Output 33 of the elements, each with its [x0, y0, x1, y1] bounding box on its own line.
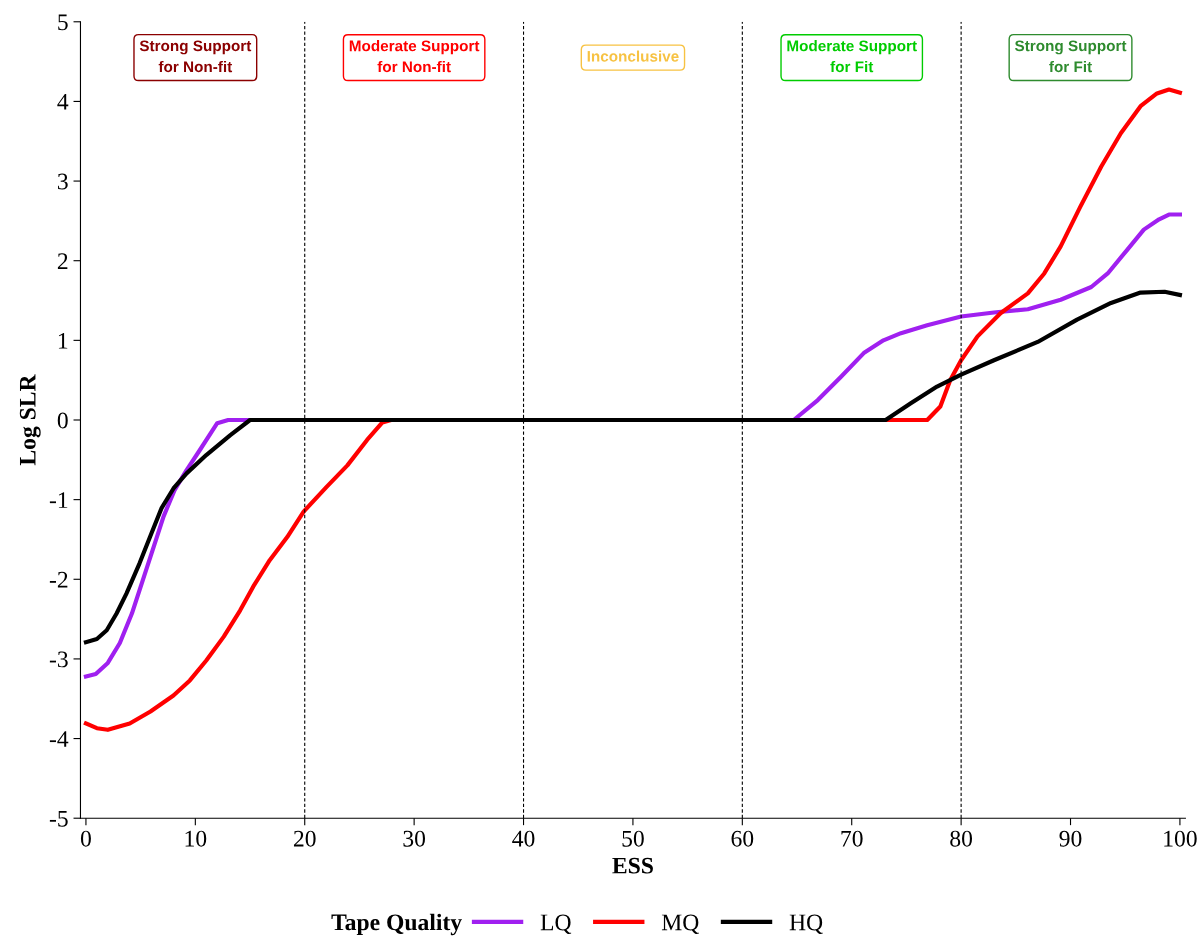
- x-axis-title: ESS: [612, 857, 653, 874]
- x-tick-label: 30: [403, 830, 426, 847]
- x-tick-label: 50: [622, 830, 644, 847]
- y-tick-label: 4: [57, 94, 69, 110]
- x-tick-label: 60: [731, 830, 754, 847]
- y-tick-label: 3: [57, 173, 68, 190]
- annotation: Strong Support for Non-fit: [139, 40, 252, 73]
- y-tick-label: 2: [57, 253, 68, 269]
- y-axis-title: Log SLR: [19, 374, 41, 466]
- legend-label: MQ: [661, 914, 699, 934]
- annotation: Moderate Support for Non-fit: [349, 40, 480, 73]
- y-tick-label: -5: [49, 810, 68, 827]
- x-tick-label: 40: [512, 830, 535, 847]
- annotation: Moderate Support for Fit: [787, 40, 917, 73]
- y-tick-label: 0: [57, 412, 68, 429]
- x-tick-label: 20: [293, 830, 316, 847]
- y-tick-label: -2: [49, 571, 68, 588]
- y-tick-label: -4: [49, 731, 69, 747]
- x-tick-label: 10: [185, 830, 207, 847]
- y-tick-label: -3: [49, 651, 68, 668]
- x-tick-label: 100: [1164, 830, 1197, 847]
- annotation: Strong Support for Fit: [1014, 40, 1127, 73]
- legend-label: LQ: [540, 914, 572, 934]
- y-tick-label: 1: [58, 332, 68, 349]
- legend-title: Tape Quality: [331, 913, 462, 936]
- x-tick-label: 0: [80, 830, 91, 847]
- x-tick-label: 70: [841, 830, 863, 847]
- y-tick-label: 5: [58, 14, 68, 31]
- x-tick-label: 80: [950, 830, 973, 847]
- x-tick-label: 90: [1059, 830, 1082, 847]
- y-tick-label: -1: [49, 492, 68, 508]
- legend-label: HQ: [789, 914, 823, 934]
- annotation: Inconclusive: [587, 50, 679, 62]
